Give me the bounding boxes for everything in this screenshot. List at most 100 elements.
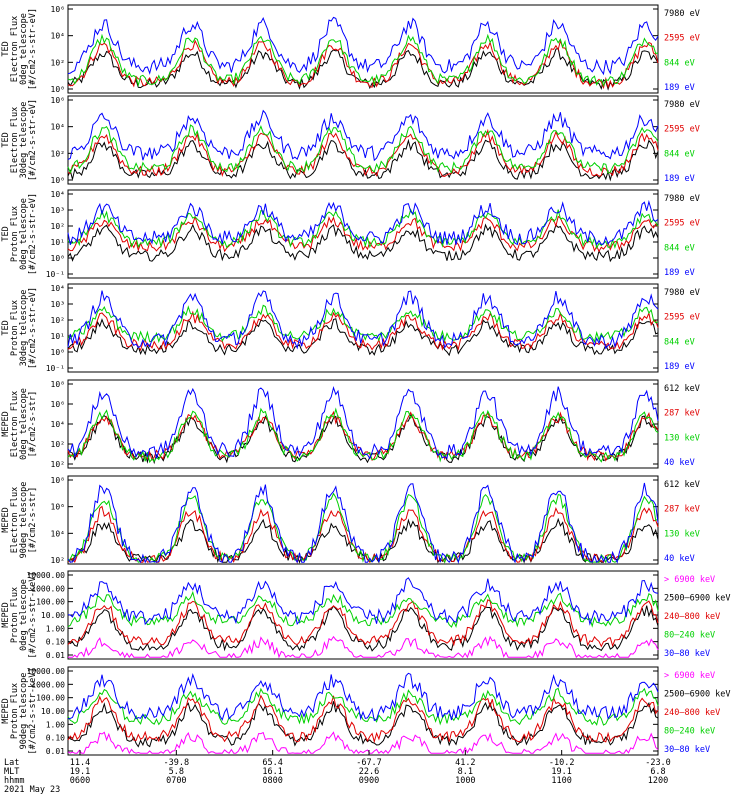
series-line-3 — [67, 304, 659, 344]
y-tick-label: 100.00 — [36, 694, 65, 703]
legend-entry: 40 keV — [664, 554, 695, 564]
y-tick-label: 10² — [51, 58, 65, 67]
legend-entry: 240–800 keV — [664, 708, 720, 718]
legend-entry: 287 keV — [664, 409, 700, 419]
y-tick-label: 10² — [51, 222, 65, 231]
y-tick-label: 10² — [51, 556, 65, 565]
legend-entry: 80–240 keV — [664, 631, 715, 641]
y-tick-label: 10⁴ — [51, 123, 65, 132]
legend-entry: 7980 eV — [664, 288, 700, 298]
series-line-1 — [67, 731, 659, 755]
x-tick-label: 0900 — [359, 776, 379, 786]
series-line-1 — [67, 47, 659, 91]
y-tick-label: 10000.00 — [26, 667, 65, 676]
legend-entry: > 6900 keV — [664, 575, 715, 585]
y-axis-label: TEDProton Flux0deg telescope[#/cm2-s-str… — [1, 193, 38, 275]
x-row-label: MLT — [4, 767, 19, 777]
y-tick-label: 10² — [51, 440, 65, 449]
series-line-4 — [67, 482, 659, 565]
series-line-3 — [67, 124, 659, 175]
x-tick-label: 1100 — [551, 776, 571, 786]
x-tick-label: 19.1 — [70, 767, 90, 777]
y-tick-label: 10.00 — [41, 611, 65, 620]
series-line-1 — [68, 635, 659, 659]
series-line-4 — [67, 16, 659, 76]
y-tick-label: 0.01 — [46, 747, 65, 756]
panel-frame — [67, 95, 659, 185]
legend-entry: 189 eV — [664, 268, 695, 278]
y-tick-label: 0.01 — [46, 651, 65, 660]
y-tick-label: 10⁰ — [51, 85, 65, 94]
x-tick-label: 22.6 — [359, 767, 379, 777]
legend-entry: 287 keV — [664, 505, 700, 515]
y-tick-label: 10⁴ — [51, 190, 65, 199]
series-line-3 — [67, 33, 659, 88]
legend-entry: 30–80 keV — [664, 649, 710, 659]
legend-entry: 80–240 keV — [664, 727, 715, 737]
series-line-1 — [67, 138, 659, 182]
legend-entry: 189 eV — [664, 362, 695, 372]
series-line-4 — [67, 199, 659, 246]
y-tick-label: 10⁸ — [51, 380, 65, 389]
panel-4: 10⁴ 10³ 10² 10¹ 10⁰ 10⁻¹ TEDProton Flux30deg t… — [1, 283, 700, 373]
y-tick-label: 10⁴ — [51, 284, 65, 293]
legend-entry: 189 eV — [664, 174, 695, 184]
x-row-label: hhmm — [4, 776, 24, 786]
series-line-2 — [67, 128, 659, 177]
series-line-3 — [67, 407, 659, 464]
legend-entry: 844 eV — [664, 243, 695, 253]
x-tick-label: 0700 — [166, 776, 186, 786]
x-tick-label: 0800 — [262, 776, 282, 786]
legend-entry: 612 keV — [664, 480, 700, 490]
y-tick-label: 1000.00 — [31, 584, 65, 593]
series-line-5 — [67, 672, 659, 722]
y-tick-label: 10⁰ — [51, 348, 65, 357]
x-tick-label: 11.4 — [70, 758, 90, 768]
x-tick-label: 16.1 — [262, 767, 282, 777]
panels: 10⁶ 10⁴ 10² 10⁰ TEDElectron Flux0deg telesco… — [1, 4, 731, 756]
x-tick-label: 65.4 — [262, 758, 282, 768]
legend-entry: 40 keV — [664, 458, 695, 468]
legend-entry: 130 keV — [664, 529, 700, 539]
y-tick-label: 10⁰ — [51, 176, 65, 185]
series-line-2 — [67, 215, 659, 253]
legend-entry: 2500–6900 keV — [664, 690, 731, 700]
y-tick-label: 10² — [51, 316, 65, 325]
legend-entry: > 6900 keV — [664, 671, 715, 681]
legend-entry: 844 eV — [664, 58, 695, 68]
series-line-3 — [67, 694, 659, 744]
series-line-2 — [67, 310, 659, 352]
y-axis-label: TEDElectron Flux0deg telescope[#/cm2-s-s… — [1, 8, 38, 90]
x-tick-label: -10.2 — [549, 758, 575, 768]
panel-2: 10⁶ 10⁴ 10² 10⁰ TEDElectron Flux30deg telesc… — [1, 95, 700, 185]
panel-7: 10000.00 1000.00 100.00 10.00 1.00 0.10 0.01 ME… — [1, 570, 731, 660]
y-tick-label: 10⁰ — [51, 254, 65, 263]
y-tick-label: 10² — [51, 460, 65, 469]
legend-entry: 844 eV — [664, 337, 695, 347]
panel-3: 10⁴ 10³ 10² 10¹ 10⁰ 10⁻¹ TEDProton Flux0deg te… — [1, 189, 700, 279]
x-axis-block: Lat 11.4 -39.8 65.4 -67.7 41.2 -10.2 -23.0 MLT 19… — [4, 750, 671, 795]
legend-entry: 2500–6900 keV — [664, 594, 731, 604]
legend-entry: 7980 eV — [664, 194, 700, 204]
y-tick-label: 100.00 — [36, 598, 65, 607]
series-line-4 — [67, 687, 659, 726]
x-tick-label: 0600 — [70, 776, 90, 786]
y-tick-label: 10² — [51, 149, 65, 158]
y-tick-label: 10⁴ — [51, 529, 65, 538]
series-line-1 — [67, 517, 659, 564]
y-tick-label: 10⁻¹ — [46, 270, 65, 279]
series-line-2 — [67, 38, 659, 90]
y-axis-label: TEDElectron Flux30deg telescope[#/cm2-s-… — [1, 99, 38, 181]
series-line-4 — [67, 386, 659, 460]
y-tick-label: 10³ — [51, 300, 65, 309]
x-tick-label: -39.8 — [164, 758, 190, 768]
y-tick-label: 10000.00 — [26, 571, 65, 580]
y-tick-label: 10⁴ — [51, 32, 65, 41]
panel-5: 10⁸ 10⁶ 10⁴ 10² 10² MEPEDElectron Flux0deg te… — [1, 379, 700, 469]
legend-entry: 612 keV — [664, 384, 700, 394]
y-tick-label: 10⁶ — [51, 400, 65, 409]
y-tick-label: 10⁴ — [51, 420, 65, 429]
legend-entry: 2595 eV — [664, 34, 700, 44]
x-tick-label: 8.1 — [458, 767, 473, 777]
